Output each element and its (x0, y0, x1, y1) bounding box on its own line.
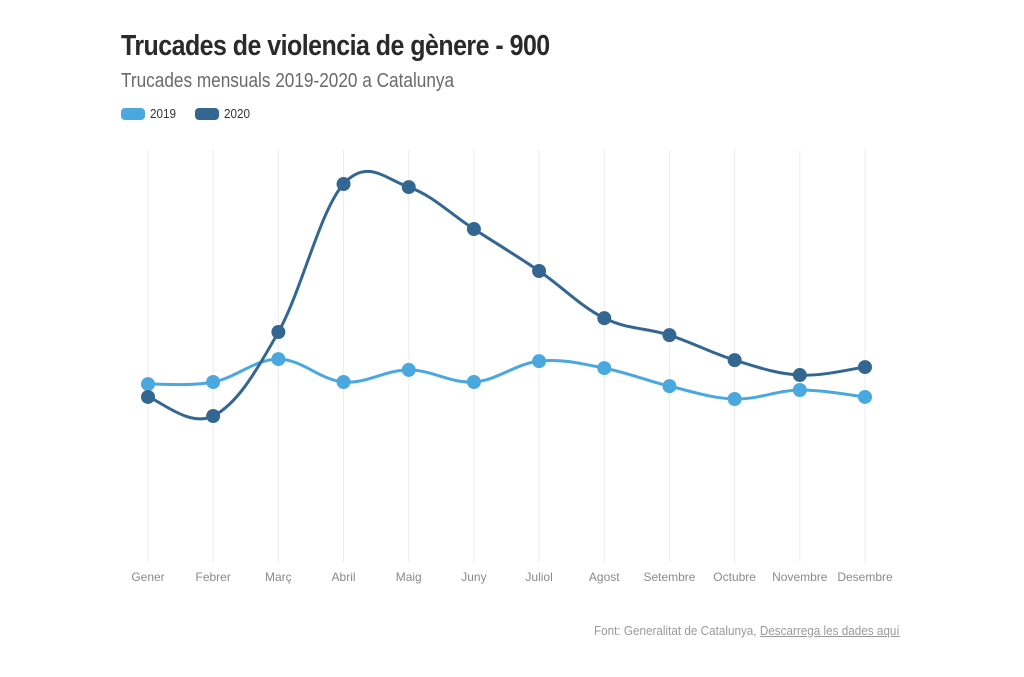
gridlines (147, 150, 866, 562)
data-point-2020-Juny[interactable] (466, 222, 481, 237)
data-point-2020-Novembre[interactable] (792, 368, 807, 383)
data-point-2020-Febrer[interactable] (206, 408, 221, 423)
chart-title: Trucades de violencia de gènere - 900 (121, 30, 550, 62)
data-point-2020-Gener[interactable] (141, 389, 155, 404)
x-tick-label: Novembre (772, 570, 828, 584)
data-point-2019-Març[interactable] (271, 352, 286, 367)
x-axis-labels: Gener Febrer Març Abril Maig Juny Juliol Agost S… (131, 570, 893, 584)
download-data-link[interactable]: Descarrega les dades aquí (760, 623, 900, 638)
series-points (141, 176, 872, 423)
legend-swatch-2019 (121, 107, 145, 120)
x-tick-label: Juny (461, 570, 486, 584)
legend-item-2020[interactable]: 2020 (194, 106, 253, 121)
data-point-2019-Febrer[interactable] (206, 375, 221, 390)
data-point-2020-Juliol[interactable] (532, 264, 547, 279)
data-point-2019-Octubre[interactable] (727, 392, 742, 407)
x-tick-label: Febrer (196, 570, 231, 584)
x-tick-label: Juliol (525, 570, 552, 584)
legend-label-2019: 2019 (150, 106, 177, 121)
data-point-2019-Abril[interactable] (336, 375, 351, 390)
data-point-2020-Desembre[interactable] (858, 360, 872, 375)
series-lines (147, 169, 866, 421)
x-tick-label: Maig (396, 570, 422, 584)
data-point-2019-Maig[interactable] (401, 362, 416, 377)
legend-item-2019[interactable]: 2019 (121, 106, 179, 121)
x-tick-label: Setembre (643, 570, 695, 584)
series-line-2020 (147, 169, 866, 421)
data-point-2019-Novembre[interactable] (792, 382, 807, 397)
x-tick-label: Març (265, 570, 292, 584)
data-point-2020-Octubre[interactable] (727, 353, 742, 368)
source-text: Font: Generalitat de Catalunya, (594, 623, 761, 638)
data-point-2019-Setembre[interactable] (662, 379, 677, 394)
data-point-2019-Agost[interactable] (597, 361, 612, 376)
legend-label-2020: 2020 (223, 106, 250, 121)
chart-subtitle: Trucades mensuals 2019-2020 a Catalunya (121, 70, 455, 92)
x-tick-label: Octubre (713, 570, 756, 584)
legend: 2019 2020 (121, 106, 253, 121)
data-point-2019-Juny[interactable] (466, 375, 481, 390)
data-point-2020-Abril[interactable] (336, 176, 351, 191)
source-footer: Font: Generalitat de Catalunya, Descarre… (594, 623, 900, 638)
data-point-2019-Juliol[interactable] (532, 354, 547, 369)
x-tick-label: Agost (589, 570, 620, 584)
series-line-2019 (147, 357, 866, 401)
data-point-2020-Maig[interactable] (401, 180, 416, 195)
x-tick-label: Desembre (837, 570, 893, 584)
data-point-2020-Setembre[interactable] (662, 328, 677, 343)
data-point-2019-Desembre[interactable] (858, 389, 872, 404)
data-point-2019-Gener[interactable] (141, 377, 155, 392)
data-point-2020-Agost[interactable] (597, 311, 612, 326)
legend-swatch-2020 (194, 107, 219, 120)
data-point-2020-Març[interactable] (271, 325, 286, 340)
x-tick-label: Gener (131, 570, 164, 584)
x-tick-label: Abril (332, 570, 356, 584)
